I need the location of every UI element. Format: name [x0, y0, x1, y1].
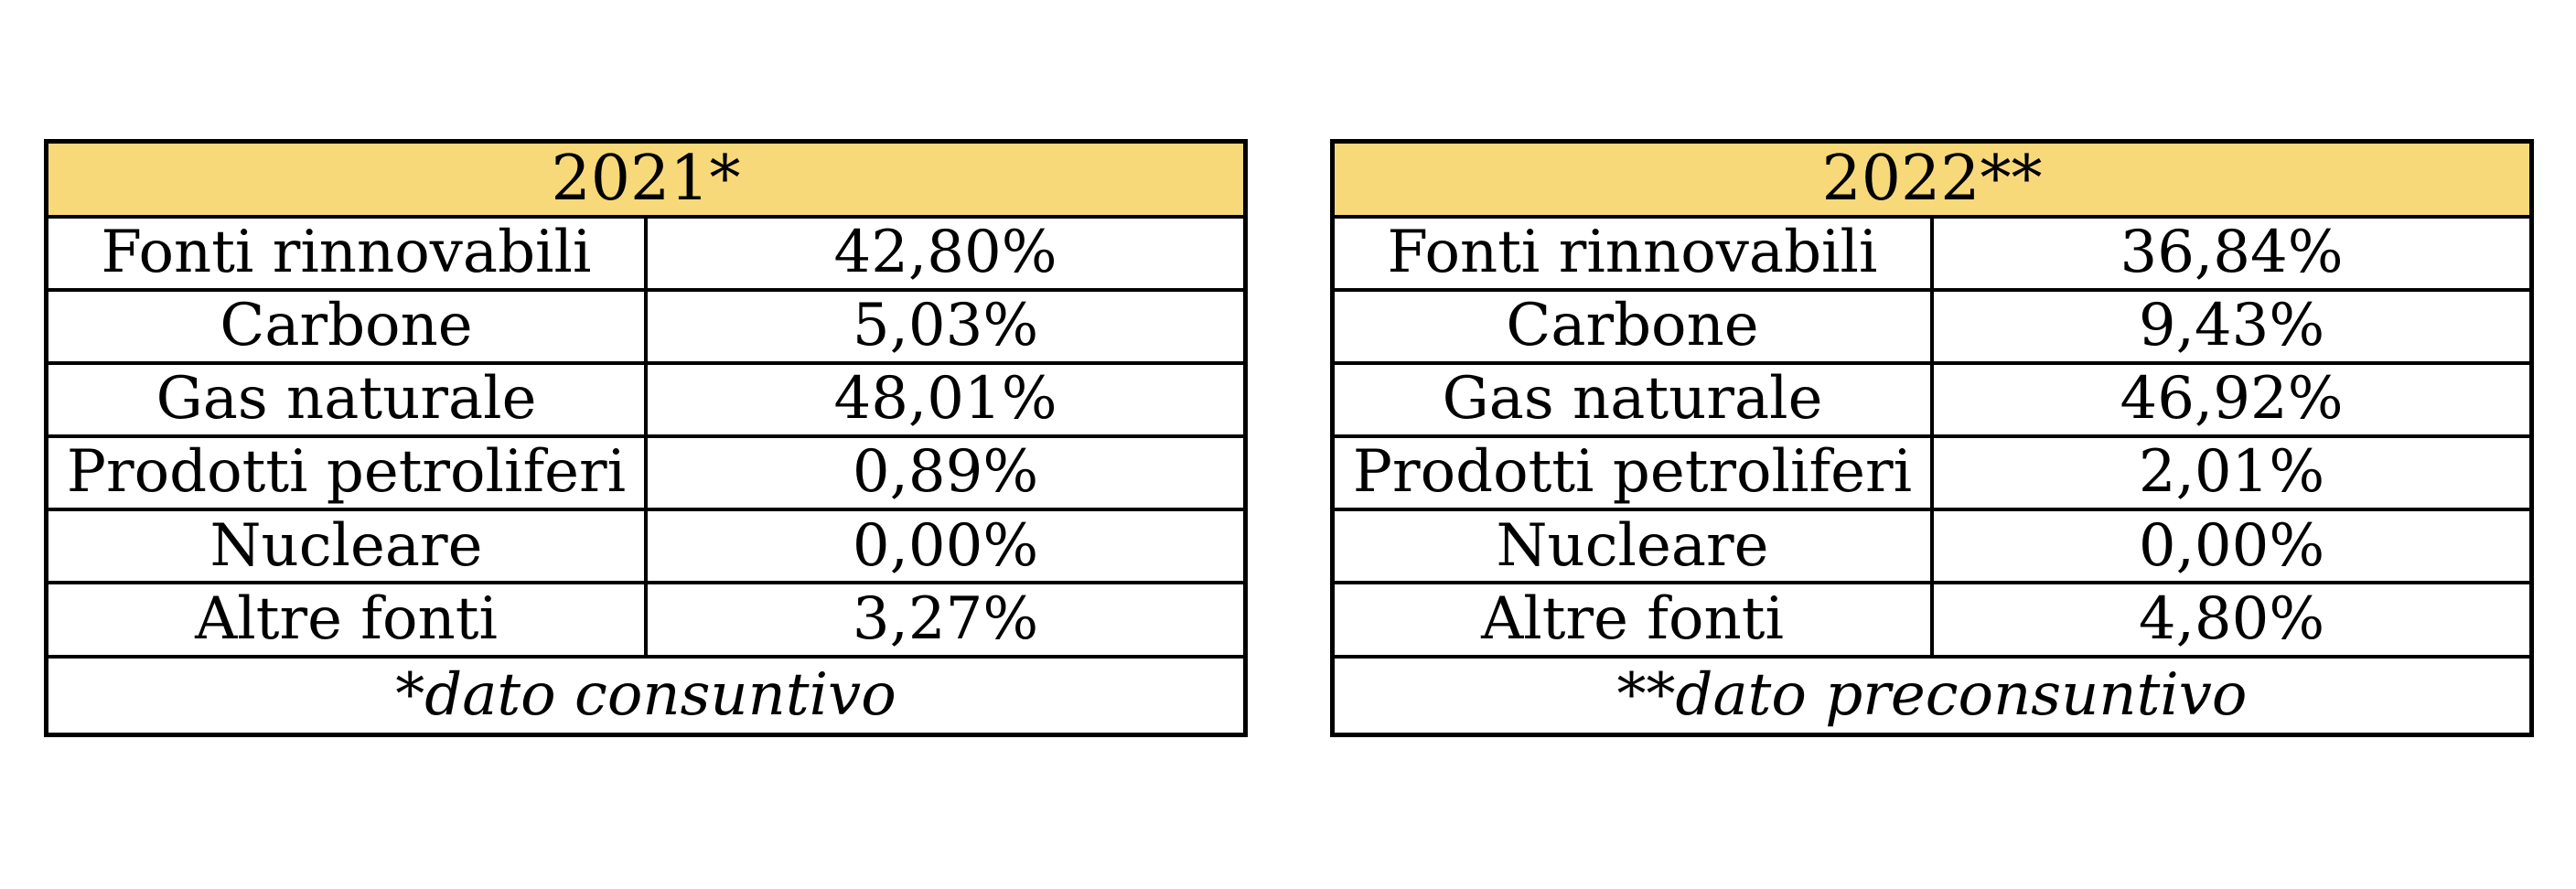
source-label: Gas naturale: [1330, 360, 1934, 438]
table-row: Carbone 5,03%: [44, 287, 1248, 365]
table-title-2021: 2021*: [44, 139, 1248, 219]
share-value: 5,03%: [644, 287, 1248, 365]
table-header-row: 2021*: [44, 139, 1248, 219]
table-row: Fonti rinnovabili 42,80%: [44, 214, 1248, 292]
table-row: Fonti rinnovabili 36,84%: [1330, 214, 2534, 292]
share-value: 0,00%: [1930, 508, 2534, 585]
table-row: Prodotti petroliferi 0,89%: [44, 434, 1248, 512]
share-value: 0,00%: [644, 508, 1248, 585]
table-footnote-row: *dato consuntivo: [44, 654, 1248, 737]
share-value: 3,27%: [644, 581, 1248, 659]
source-label: Prodotti petroliferi: [44, 434, 648, 512]
table-row: Gas naturale 48,01%: [44, 360, 1248, 438]
source-label: Fonti rinnovabili: [1330, 214, 1934, 292]
table-row: Nucleare 0,00%: [44, 508, 1248, 585]
source-label: Fonti rinnovabili: [44, 214, 648, 292]
share-value: 4,80%: [1930, 581, 2534, 659]
share-value: 48,01%: [644, 360, 1248, 438]
share-value: 46,92%: [1930, 360, 2534, 438]
table-title-2022: 2022**: [1330, 139, 2534, 219]
source-label: Carbone: [1330, 287, 1934, 365]
source-label: Nucleare: [1330, 508, 1934, 585]
table-row: Gas naturale 46,92%: [1330, 360, 2534, 438]
share-value: 9,43%: [1930, 287, 2534, 365]
source-label: Altre fonti: [1330, 581, 1934, 659]
source-label: Altre fonti: [44, 581, 648, 659]
table-row: Altre fonti 3,27%: [44, 581, 1248, 659]
table-footnote: **dato preconsuntivo: [1330, 654, 2534, 737]
share-value: 42,80%: [644, 214, 1248, 292]
table-row: Nucleare 0,00%: [1330, 508, 2534, 585]
share-value: 0,89%: [644, 434, 1248, 512]
source-label: Gas naturale: [44, 360, 648, 438]
energy-mix-table-2021: 2021* Fonti rinnovabili 42,80% Carbone 5…: [44, 139, 1248, 737]
source-label: Nucleare: [44, 508, 648, 585]
share-value: 2,01%: [1930, 434, 2534, 512]
table-header-row: 2022**: [1330, 139, 2534, 219]
table-footnote: *dato consuntivo: [44, 654, 1248, 737]
share-value: 36,84%: [1930, 214, 2534, 292]
source-label: Carbone: [44, 287, 648, 365]
table-row: Altre fonti 4,80%: [1330, 581, 2534, 659]
table-footnote-row: **dato preconsuntivo: [1330, 654, 2534, 737]
table-row: Prodotti petroliferi 2,01%: [1330, 434, 2534, 512]
energy-mix-table-2022: 2022** Fonti rinnovabili 36,84% Carbone …: [1330, 139, 2534, 737]
table-row: Carbone 9,43%: [1330, 287, 2534, 365]
source-label: Prodotti petroliferi: [1330, 434, 1934, 512]
